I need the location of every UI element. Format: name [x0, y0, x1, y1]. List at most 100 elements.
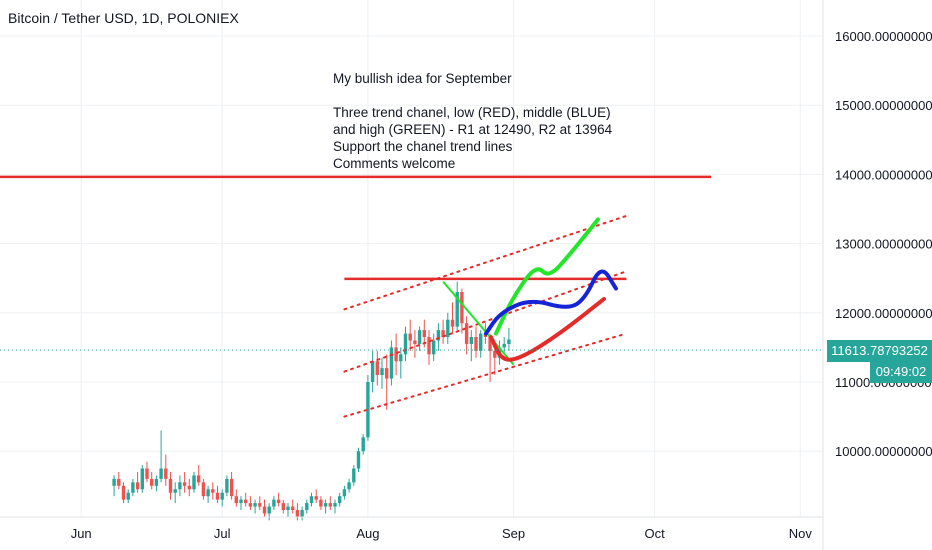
candle-body — [112, 478, 116, 486]
candle-body — [474, 337, 478, 351]
time-tick-label: Oct — [644, 526, 665, 541]
candle-body — [178, 482, 182, 490]
candle-body — [150, 478, 154, 486]
candle-body — [502, 343, 506, 348]
candle-body — [352, 468, 356, 483]
candle-body — [469, 337, 473, 344]
candle-body — [385, 368, 389, 379]
candle-body — [159, 468, 163, 479]
candle-body — [446, 319, 450, 338]
candle-body — [333, 503, 337, 507]
candle-body — [197, 475, 201, 483]
candle-body — [126, 492, 130, 500]
projected-path-green — [494, 217, 600, 336]
candle-body — [432, 340, 436, 355]
candle-body — [211, 489, 215, 493]
candle-body — [182, 482, 187, 486]
candle-body — [427, 337, 431, 355]
candle-body — [422, 330, 426, 338]
candle-body — [244, 499, 248, 504]
price-tick-label: 10000.00000000 — [835, 444, 932, 459]
time-tick-label: Jun — [71, 526, 92, 541]
candle-body — [323, 503, 328, 507]
candle-body — [464, 323, 469, 344]
candle-body — [262, 506, 267, 514]
channel-middle-line — [343, 270, 628, 373]
symbol-title: Bitcoin / Tether USD, 1D, POLONIEX — [8, 10, 239, 26]
annotation-line: My bullish idea for September — [333, 71, 512, 86]
candle-body — [436, 330, 441, 341]
price-axis[interactable]: 16000.00000000 15000.00000000 14000.000000… — [835, 29, 932, 459]
projected-path-blue — [484, 269, 618, 336]
channel-upper-line — [343, 214, 628, 311]
candle-body — [394, 347, 398, 362]
candle-body — [366, 382, 370, 438]
candle-body — [417, 330, 422, 344]
chart-grid — [0, 0, 823, 517]
candle-body — [135, 482, 140, 490]
annotation-line: Three trend chanel, low (RED), middle (B… — [333, 105, 611, 120]
candle-body — [173, 489, 177, 493]
time-tick-label: Jul — [214, 526, 231, 541]
candle-body — [441, 330, 445, 338]
candle-body — [164, 468, 168, 479]
candle-body — [267, 506, 271, 514]
idea-annotation: My bullish idea for September Three tren… — [333, 70, 612, 172]
candle-body — [488, 337, 492, 351]
price-tick-label: 15000.00000000 — [835, 98, 932, 113]
candle-body — [154, 478, 159, 486]
candle-body — [338, 496, 342, 504]
candle-body — [121, 485, 126, 500]
candle-body — [225, 478, 229, 493]
candle-body — [229, 478, 234, 497]
candle-body — [276, 499, 281, 504]
candle-body — [248, 503, 253, 507]
candle-body — [300, 510, 304, 517]
candle-body — [356, 451, 361, 469]
candle-body — [375, 361, 379, 376]
candle-body — [117, 478, 121, 486]
candle-body — [314, 496, 318, 500]
candle-body — [305, 503, 309, 511]
candle-body — [319, 499, 323, 507]
candle-body — [145, 468, 149, 479]
annotation-line: Comments welcome — [333, 156, 456, 171]
drawings-layer — [0, 175, 711, 418]
candle-body — [234, 496, 238, 504]
projected-path-red — [489, 296, 606, 362]
candle-body — [258, 503, 262, 507]
candle-body — [168, 478, 173, 493]
candle-body — [370, 361, 375, 382]
time-axis[interactable]: Jun Jul Aug Sep Oct Nov — [71, 526, 813, 541]
candle-body — [347, 482, 351, 490]
candle-body — [131, 482, 135, 493]
candle-body — [192, 475, 196, 490]
candle-body — [479, 333, 483, 351]
candle-body — [281, 503, 285, 511]
candle-body — [493, 350, 497, 358]
candle-body — [380, 368, 384, 376]
annotation-line — [333, 87, 612, 104]
candlestick-series — [112, 281, 511, 521]
candle-body — [399, 354, 403, 362]
bar-countdown-label: 09:49:02 — [870, 361, 932, 383]
candle-body — [201, 482, 206, 497]
candle-body — [450, 319, 455, 327]
candle-body — [507, 339, 511, 344]
time-tick-label: Sep — [502, 526, 525, 541]
candle-body — [253, 503, 257, 507]
candle-body — [239, 499, 243, 504]
candle-body — [215, 492, 220, 500]
candle-body — [342, 489, 347, 497]
time-tick-label: Aug — [356, 526, 379, 541]
candle-body — [295, 510, 300, 517]
candle-body — [286, 506, 290, 511]
candle-body — [408, 333, 412, 341]
candle-body — [291, 506, 295, 511]
candle-body — [328, 503, 332, 507]
candle-body — [206, 489, 210, 497]
price-tick-label: 14000.00000000 — [835, 167, 932, 182]
candle-body — [220, 492, 224, 500]
time-tick-label: Nov — [789, 526, 813, 541]
